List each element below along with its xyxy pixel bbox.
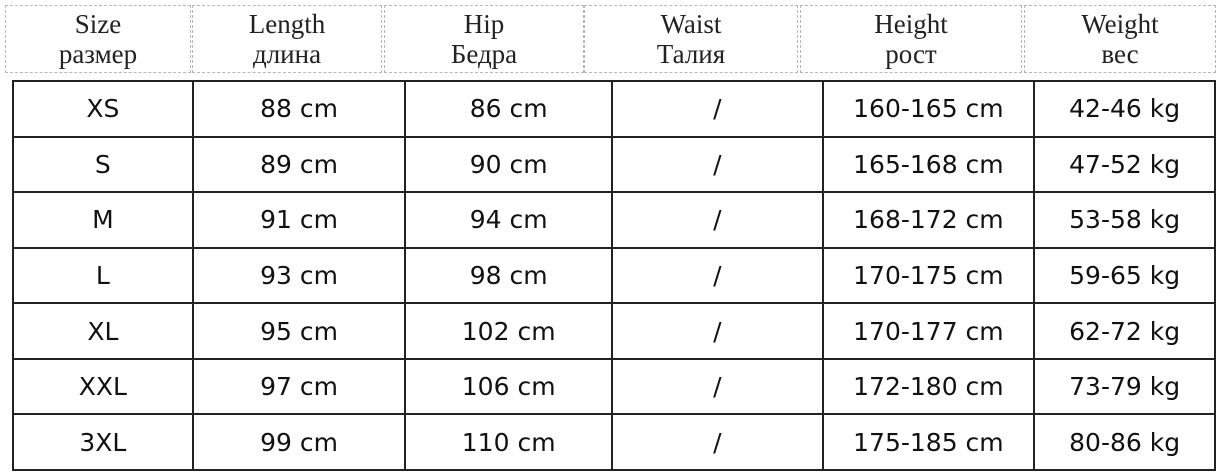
cell-height: 170-175 cm xyxy=(821,246,1036,305)
cell-waist: / xyxy=(611,357,824,416)
cell-hip: 94 cm xyxy=(404,191,613,249)
header-hip: Hip Бедра xyxy=(384,5,584,73)
table-row: XL 95 cm 102 cm/170-177 cm 62-72 kg xyxy=(12,302,1216,360)
cell-weight: 53-58 kg xyxy=(1033,191,1216,249)
cell-waist: / xyxy=(611,191,824,249)
header-height-en: Height xyxy=(874,9,948,39)
cell-size: XS xyxy=(12,80,194,138)
header-waist: Waist Талия xyxy=(584,5,798,73)
table-row: M 91 cm 94 cm/168-172 cm 53-58 kg xyxy=(12,191,1216,249)
cell-weight: 59-65 kg xyxy=(1033,246,1216,305)
table-row: XXL 97 cm 106 cm/172-180 cm 73-79 kg xyxy=(12,357,1216,416)
header-size-ru: размер xyxy=(58,39,138,69)
header-waist-en: Waist xyxy=(660,9,722,39)
cell-height: 170-177 cm xyxy=(821,302,1036,360)
cell-hip: 98 cm xyxy=(404,246,613,305)
cell-length: 97 cm xyxy=(191,357,407,416)
header-size: Size размер xyxy=(5,5,191,73)
header-weight: Weight вес xyxy=(1024,5,1216,73)
cell-length: 91 cm xyxy=(191,191,407,249)
cell-length: 89 cm xyxy=(191,135,407,194)
cell-weight: 73-79 kg xyxy=(1033,357,1216,416)
cell-height: 160-165 cm xyxy=(821,80,1036,138)
cell-hip: 106 cm xyxy=(404,357,613,416)
cell-waist: / xyxy=(611,246,824,305)
cell-height: 165-168 cm xyxy=(821,135,1036,194)
header-length-ru: длина xyxy=(252,39,322,69)
header-hip-en: Hip xyxy=(463,9,505,39)
cell-waist: / xyxy=(611,135,824,194)
cell-size: 3XL xyxy=(12,413,194,471)
cell-hip: 110 cm xyxy=(404,413,613,471)
header-size-en: Size xyxy=(74,9,122,39)
cell-waist: / xyxy=(611,413,824,471)
table-row: L 93 cm 98 cm/170-175 cm 59-65 kg xyxy=(12,246,1216,305)
cell-length: 93 cm xyxy=(191,246,407,305)
cell-hip: 90 cm xyxy=(404,135,613,194)
header-hip-ru: Бедра xyxy=(450,39,518,69)
cell-weight: 62-72 kg xyxy=(1033,302,1216,360)
cell-size: M xyxy=(12,191,194,249)
header-length-en: Length xyxy=(248,9,326,39)
header-waist-ru: Талия xyxy=(656,39,726,69)
cell-length: 99 cm xyxy=(191,413,407,471)
table-row: XS 88 cm 86 cm/160-165 cm 42-46 kg xyxy=(12,80,1216,138)
cell-waist: / xyxy=(611,302,824,360)
cell-length: 88 cm xyxy=(191,80,407,138)
size-table: XS 88 cm 86 cm/160-165 cm 42-46 kg S 89 cm 90 … xyxy=(12,80,1216,471)
cell-weight: 47-52 kg xyxy=(1033,135,1216,194)
cell-size: S xyxy=(12,135,194,194)
table-row: S 89 cm 90 cm/165-168 cm 47-52 kg xyxy=(12,135,1216,194)
header-height: Height рост xyxy=(800,5,1022,73)
cell-size: L xyxy=(12,246,194,305)
cell-hip: 102 cm xyxy=(404,302,613,360)
cell-size: XXL xyxy=(12,357,194,416)
header-weight-en: Weight xyxy=(1081,9,1159,39)
cell-hip: 86 cm xyxy=(404,80,613,138)
cell-height: 168-172 cm xyxy=(821,191,1036,249)
table-row: 3XL 99 cm 110 cm/175-185 cm 80-86 kg xyxy=(12,413,1216,471)
cell-waist: / xyxy=(611,80,824,138)
cell-weight: 42-46 kg xyxy=(1033,80,1216,138)
cell-length: 95 cm xyxy=(191,302,407,360)
cell-size: XL xyxy=(12,302,194,360)
cell-height: 175-185 cm xyxy=(821,413,1036,471)
cell-weight: 80-86 kg xyxy=(1033,413,1216,471)
header-weight-ru: вес xyxy=(1101,39,1139,69)
cell-height: 172-180 cm xyxy=(821,357,1036,416)
header-height-ru: рост xyxy=(885,39,937,69)
header-length: Length длина xyxy=(192,5,382,73)
